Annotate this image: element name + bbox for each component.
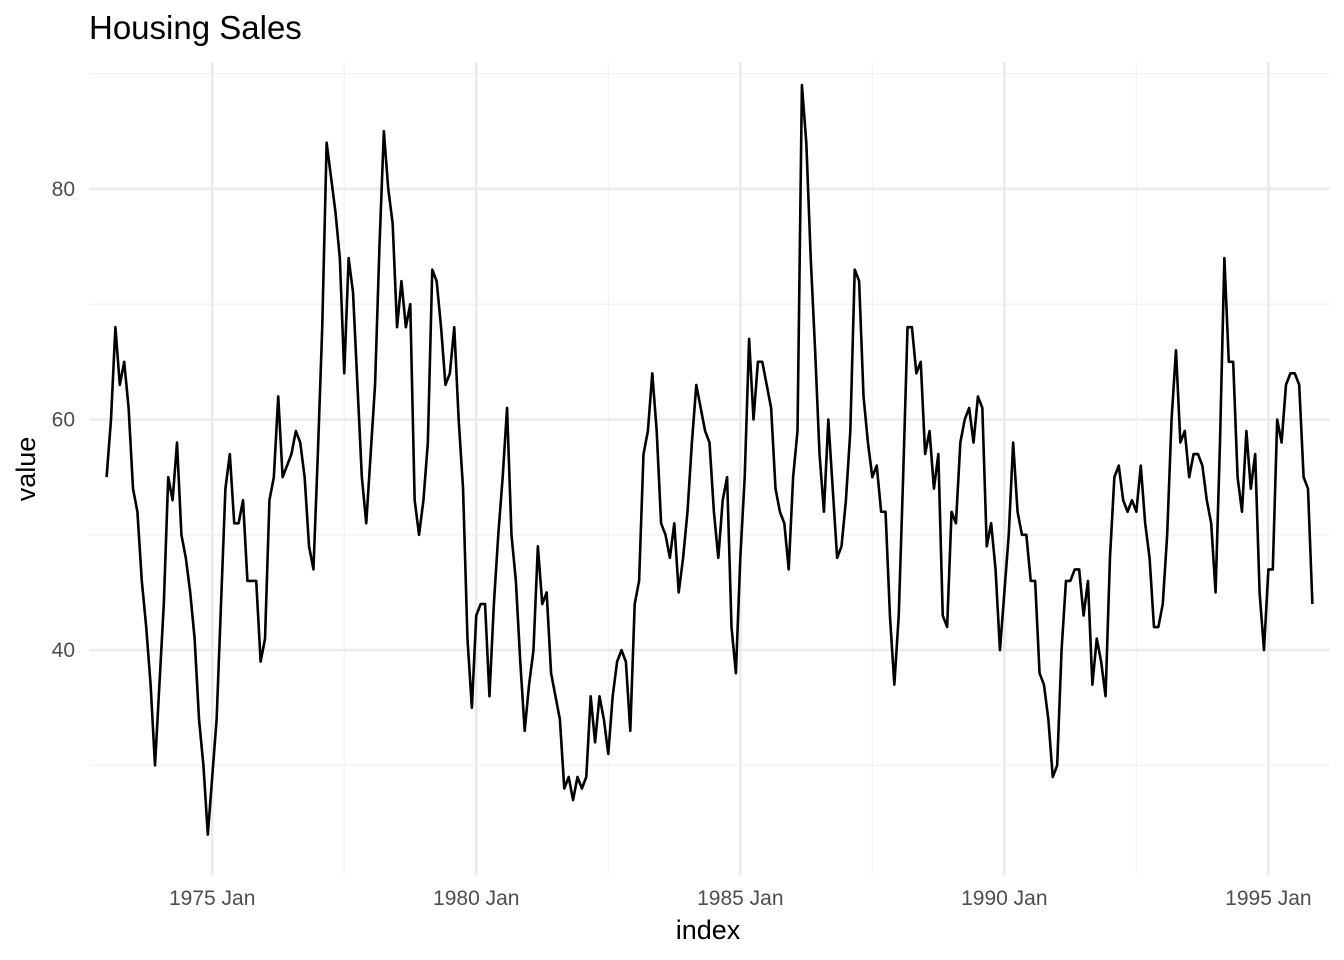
x-tick-label: 1980 Jan <box>433 887 519 910</box>
y-axis-title: value <box>11 437 41 502</box>
chart-title: Housing Sales <box>89 9 302 46</box>
x-axis: 1975 Jan 1980 Jan 1985 Jan 1990 Jan 1995 Jan <box>169 887 1312 910</box>
series-line <box>105 83 1314 836</box>
x-tick-label: 1990 Jan <box>961 887 1047 910</box>
y-tick-label: 80 <box>52 178 75 201</box>
x-tick-label: 1975 Jan <box>169 887 255 910</box>
x-tick-label: 1985 Jan <box>697 887 783 910</box>
x-tick-label: 1995 Jan <box>1225 887 1311 910</box>
plot-series <box>105 83 1314 836</box>
y-tick-label: 60 <box>52 408 75 431</box>
y-tick-label: 40 <box>52 639 75 662</box>
y-axis: 40 60 80 <box>52 178 75 662</box>
x-axis-title: index <box>676 915 741 945</box>
